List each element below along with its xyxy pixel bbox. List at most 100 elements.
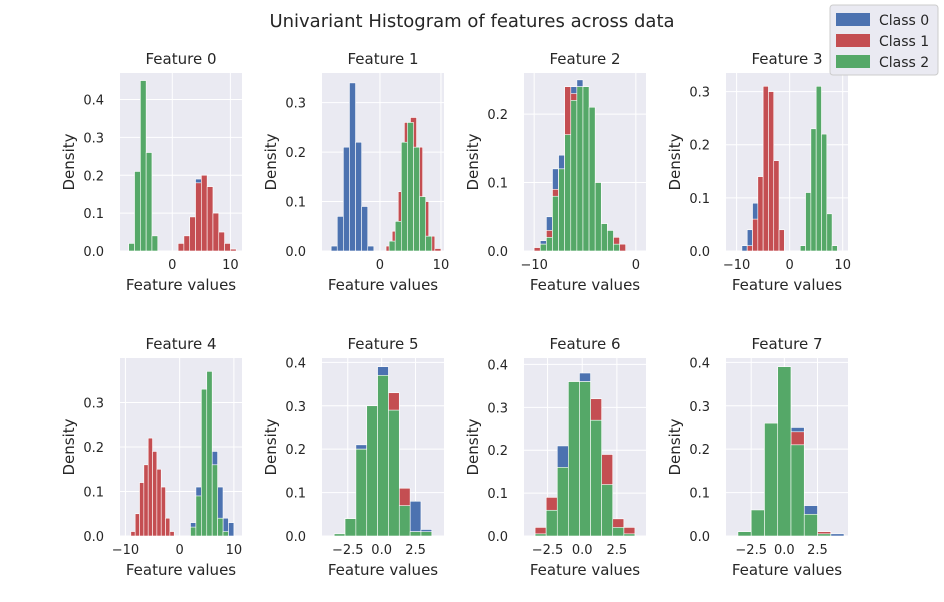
x-tick-label: 10: [433, 258, 450, 273]
histogram-bar-class-2: [810, 128, 817, 252]
histogram-bar-class-2: [790, 444, 805, 537]
x-tick-label: 10: [226, 543, 243, 558]
x-tick-label: 0: [632, 258, 640, 273]
histogram-bar-class-2: [805, 192, 812, 252]
y-tick-label: 0.3: [285, 400, 306, 415]
histogram-bar-class-2: [211, 464, 218, 537]
subplot-title: Feature 6: [550, 335, 621, 353]
subplot-feature-3: Feature 3 −10 0 10 0.0 0.1 0.2 0.3 Feature value…: [666, 50, 851, 294]
histogram-bar-class-1: [218, 231, 225, 252]
histogram-bar-class-2: [190, 526, 197, 537]
histogram-bar-class-0: [355, 141, 362, 252]
y-tick-label: 0.2: [83, 441, 104, 456]
histogram-bar-class-2: [145, 152, 153, 252]
histogram-bar-class-1: [619, 243, 626, 252]
y-tick-label: 0.2: [487, 444, 508, 459]
y-tick-label: 0.0: [285, 530, 306, 545]
histogram-bar-class-2: [140, 80, 147, 252]
y-tick-label: 0.2: [285, 443, 306, 458]
subplot-feature-4: Feature 4 −10 0 10 0.0 0.1 0.2 0.3 Feature value…: [60, 335, 242, 579]
histogram-bar-class-2: [413, 146, 420, 252]
histogram-bar-class-2: [398, 505, 411, 537]
y-tick-label: 0.0: [487, 245, 508, 260]
histogram-bar-class-2: [579, 381, 591, 537]
subplot-feature-7: Feature 7 −2.5 0.0 2.5 0.0 0.1 0.2 0.3 0.4 Featur…: [666, 335, 848, 579]
histogram-bar-class-2: [409, 531, 422, 537]
histogram-bar-class-2: [545, 509, 558, 537]
histogram-bar-class-2: [333, 533, 346, 537]
y-tick-label: 0.2: [689, 443, 710, 458]
legend-label-class-2: Class 2: [879, 55, 929, 71]
histogram-bar-class-2: [134, 171, 141, 252]
y-tick-label: 0.3: [83, 131, 104, 146]
histogram-bar-class-1: [224, 243, 231, 252]
y-tick-label: 0.3: [689, 400, 710, 415]
subplot-title: Feature 0: [146, 50, 217, 68]
y-tick-label: 0.4: [83, 94, 104, 109]
histogram-bar-class-2: [594, 182, 602, 252]
histogram-bar-class-1: [778, 229, 785, 252]
subplot-title: Feature 4: [146, 335, 217, 353]
y-axis-label: Density: [464, 418, 482, 475]
y-tick-label: 0.0: [83, 245, 104, 260]
histogram-bar-class-1: [130, 531, 136, 537]
histogram-bar-class-2: [737, 531, 752, 537]
y-tick-label: 0.1: [689, 192, 710, 207]
y-axis-label: Density: [60, 133, 78, 190]
histogram-bar-class-2: [590, 419, 602, 537]
histogram-bar-class-0: [228, 522, 235, 537]
x-tick-label: 0.0: [774, 543, 795, 558]
x-tick-label: 2.5: [807, 543, 828, 558]
x-tick-label: 0: [176, 543, 184, 558]
histogram-bar-class-1: [147, 437, 153, 537]
y-tick-label: 0.0: [487, 530, 508, 545]
histogram-bar-class-1: [152, 451, 158, 537]
histogram-bar-class-1: [165, 517, 171, 537]
x-axis-label: Feature values: [328, 561, 438, 579]
histogram-bar-class-2: [344, 518, 357, 537]
histogram-bar-class-2: [400, 141, 408, 252]
y-tick-label: 0.1: [285, 487, 306, 502]
x-tick-label: 10: [222, 258, 239, 273]
histogram-bar-class-1: [768, 91, 775, 252]
histogram-bar-class-1: [757, 176, 764, 252]
y-tick-label: 0.4: [285, 356, 306, 371]
histogram-bar-class-2: [407, 122, 414, 252]
histogram-bar-class-2: [388, 409, 400, 537]
histogram-bar-class-2: [799, 245, 806, 252]
histogram-bar-class-1: [195, 182, 202, 252]
histogram-bar-class-2: [388, 240, 396, 252]
y-tick-label: 0.1: [285, 196, 306, 211]
y-axis-label: Density: [666, 133, 684, 190]
histogram-bar-class-2: [613, 243, 620, 252]
y-tick-label: 0.3: [285, 97, 306, 112]
legend-swatch-class-2: [836, 55, 870, 68]
x-axis-label: Feature values: [732, 276, 842, 294]
histogram-bar-class-2: [552, 195, 559, 252]
y-tick-label: 0.4: [487, 358, 508, 373]
histogram-bar-class-2: [128, 243, 135, 252]
x-tick-label: 0.0: [371, 543, 392, 558]
y-tick-label: 0.1: [689, 487, 710, 502]
y-tick-label: 0.1: [83, 207, 104, 222]
histogram-bar-class-1: [746, 245, 753, 252]
histogram-bar-class-2: [817, 533, 832, 537]
histogram-bar-class-1: [160, 486, 166, 537]
histogram-bar-class-2: [777, 366, 792, 537]
y-tick-label: 0.0: [689, 245, 710, 260]
histogram-bar-class-0: [409, 500, 422, 537]
histogram-bar-class-2: [546, 237, 553, 252]
legend-swatch-class-1: [836, 34, 870, 47]
y-tick-label: 0.2: [285, 146, 306, 161]
y-tick-label: 0.2: [689, 139, 710, 154]
histogram-bar-class-2: [556, 467, 569, 537]
subplot-title: Feature 5: [348, 335, 419, 353]
histogram-bar-class-2: [217, 517, 224, 537]
y-axis-label: Density: [262, 418, 280, 475]
histogram-bar-class-2: [222, 531, 229, 537]
subplot-feature-5: Feature 5 −2.5 0.0 2.5 0.0 0.1 0.2 0.3 0.4 Featur…: [262, 335, 444, 579]
histogram-bar-class-2: [558, 168, 565, 252]
x-axis-label: Feature values: [328, 276, 438, 294]
histogram-bar-class-2: [425, 235, 433, 252]
